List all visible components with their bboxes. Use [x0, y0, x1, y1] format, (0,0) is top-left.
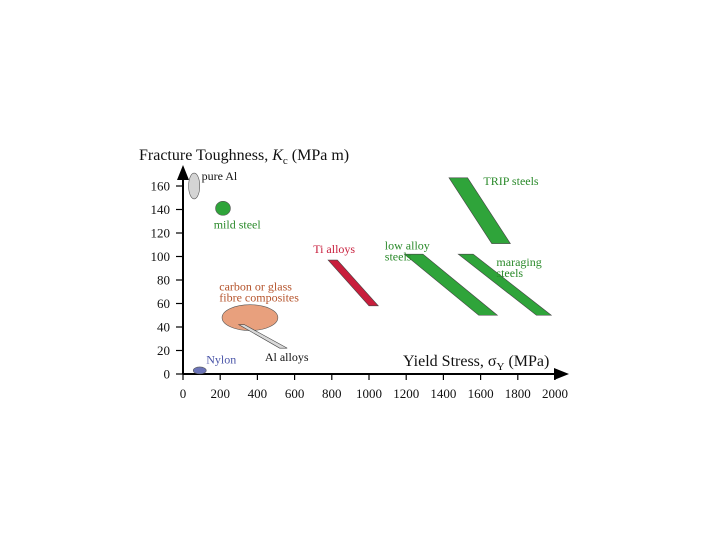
y-tick-label: 80 — [157, 273, 170, 288]
trip-steels-region — [448, 177, 511, 244]
y-tick-label: 120 — [151, 226, 171, 241]
y-title-k: K — [271, 147, 284, 164]
y-tick-label: 40 — [157, 320, 170, 335]
y-axis-title: Fracture Toughness, Kc (MPa m) — [139, 147, 349, 167]
ti-alloys-region — [327, 259, 379, 307]
x-tick-label: 1400 — [430, 386, 456, 401]
x-axis-title: Yield Stress, σY (MPa) — [403, 353, 549, 373]
pure-al-label: pure Al — [202, 169, 238, 183]
x-title-sigma: σ — [488, 353, 497, 370]
x-tick-label: 600 — [285, 386, 305, 401]
x-tick-label: 1600 — [468, 386, 494, 401]
mild-steel-region — [215, 200, 231, 216]
y-title-prefix: Fracture Toughness, — [139, 147, 272, 164]
y-title-suffix: (MPa m) — [288, 147, 349, 164]
y-tick-label: 20 — [157, 343, 170, 358]
nylon-region — [192, 366, 207, 375]
y-tick-label: 100 — [151, 249, 171, 264]
x-tick-label: 2000 — [542, 386, 568, 401]
carbon-or-glass-fibre-composites-region — [221, 304, 279, 331]
x-tick-label: 800 — [322, 386, 342, 401]
y-tick-label: 160 — [151, 179, 171, 194]
nylon-label: Nylon — [206, 352, 236, 366]
low-alloy-steels-label: low alloy — [385, 238, 430, 252]
y-tick-label: 0 — [164, 367, 171, 382]
material-regions — [188, 172, 553, 375]
x-tick-label: 200 — [210, 386, 230, 401]
al-alloys-region — [237, 324, 288, 349]
x-axis-arrowhead — [554, 368, 569, 380]
maraging-steels-region — [457, 253, 553, 316]
x-title-prefix: Yield Stress, — [403, 353, 488, 370]
mild-steel-label: mild steel — [214, 217, 262, 231]
ticks: 0 200 400 600 800 1000 1200 1400 1600 1800 2000 0 20… — [151, 179, 569, 402]
ti-alloys-label: Ti alloys — [313, 242, 355, 256]
x-tick-label: 0 — [180, 386, 187, 401]
x-tick-label: 1000 — [356, 386, 382, 401]
y-tick-label: 140 — [151, 202, 171, 217]
maraging-steels-label: steels — [496, 266, 523, 280]
carbon-or-glass-fibre-composites-label: carbon or glass — [219, 280, 292, 294]
trip-steels-label: TRIP steels — [483, 174, 539, 188]
al-alloys-label: Al alloys — [265, 350, 309, 364]
y-title-sub: c — [283, 155, 288, 167]
maraging-steels-label: maraging — [496, 255, 541, 269]
x-tick-label: 1800 — [505, 386, 531, 401]
x-title-sub: Y — [497, 361, 505, 373]
x-title-suffix: (MPa) — [504, 353, 549, 370]
low-alloy-steels-label: steels — [385, 249, 412, 263]
x-tick-label: 1200 — [393, 386, 419, 401]
carbon-or-glass-fibre-composites-label: fibre composites — [219, 291, 299, 305]
y-tick-label: 60 — [157, 296, 170, 311]
pure-al-region — [188, 172, 201, 200]
low-alloy-steels-region — [403, 253, 499, 316]
y-axis-arrowhead — [177, 165, 189, 180]
x-tick-label: 400 — [248, 386, 268, 401]
